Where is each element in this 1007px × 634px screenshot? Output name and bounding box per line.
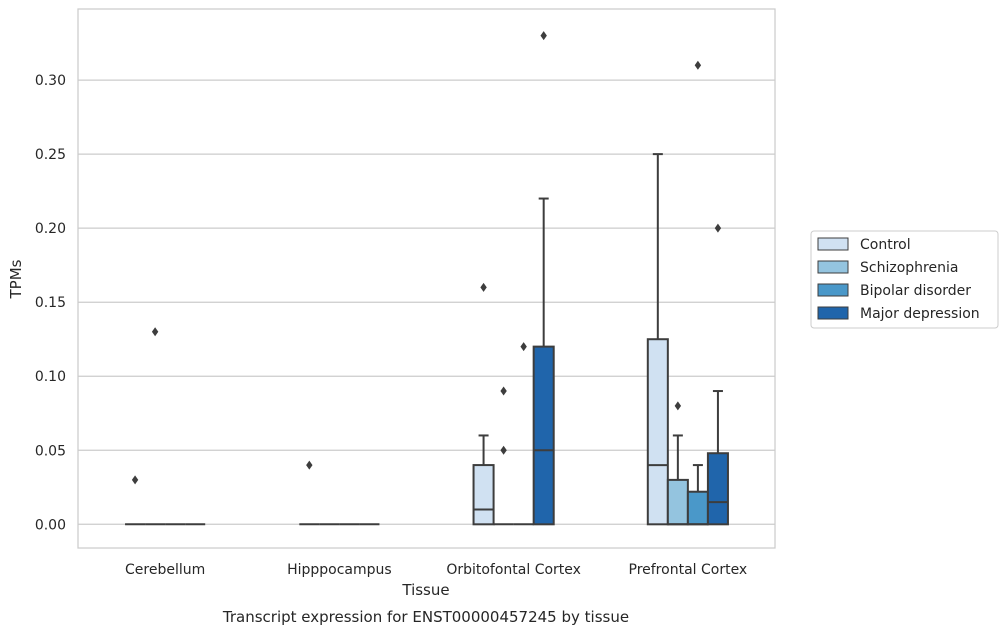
legend-label: Schizophrenia [860,260,958,276]
box-bipolar-disorder-3 [686,464,709,526]
box-body [532,345,555,526]
x-tick-label: Prefrontal Cortex [629,562,748,578]
legend-frame [810,230,999,329]
y-tick-label: 0.25 [35,147,66,163]
gridlines [78,79,775,525]
y-tick-label: 0.30 [35,73,66,89]
x-ticks: Cerebellum Hipppocampus Orbitofontal Corte… [125,562,747,578]
y-tick-label: 0.10 [35,369,66,385]
box-schizophrenia-3 [666,434,689,526]
legend: Control Schizophrenia Bipolar disorder Majo… [810,230,999,329]
y-tick-label: 0.20 [35,221,66,237]
x-axis-label: Tissue [401,581,449,599]
y-ticks: 0.00 0.05 0.10 0.15 0.20 0.25 0.30 [35,73,66,533]
legend-swatch [817,237,849,251]
outlier-point [306,460,313,470]
x-tick-label: Hipppocampus [287,562,392,578]
box-body [686,490,709,526]
legend-label: Control [860,237,911,253]
outlier-point [540,31,547,41]
plot-frame [77,8,776,549]
outlier-point [480,282,487,292]
y-axis-label: TPMs [7,259,25,299]
y-tick-label: 0.00 [35,517,66,533]
box-control-2 [472,434,495,526]
legend-swatch [817,283,849,297]
legend-swatch [817,260,849,274]
y-tick-label: 0.15 [35,295,66,311]
box-major-depression-3 [706,390,729,526]
outlier-point [694,60,702,70]
legend-label: Bipolar disorder [860,283,971,299]
boxes [125,153,729,526]
outlier-point [674,401,682,411]
outlier-point [520,342,527,352]
outlier-point [500,445,507,455]
figure-caption: Transcript expression for ENST0000045724… [222,608,629,626]
box-control-3 [646,153,669,526]
box-major-depression-2 [532,197,555,526]
y-tick-label: 0.05 [35,443,66,459]
box-body [646,338,669,526]
outliers [131,31,722,485]
box-body [472,464,495,526]
outlier-point [714,223,722,233]
x-tick-label: Orbitofontal Cortex [446,562,581,578]
outlier-point [151,327,159,337]
x-tick-label: Cerebellum [125,562,205,578]
legend-swatch [817,306,849,320]
outlier-point [131,475,139,485]
legend-label: Major depression [860,306,980,322]
outlier-point [500,386,507,396]
box-body [706,452,729,526]
box-body [666,478,689,526]
